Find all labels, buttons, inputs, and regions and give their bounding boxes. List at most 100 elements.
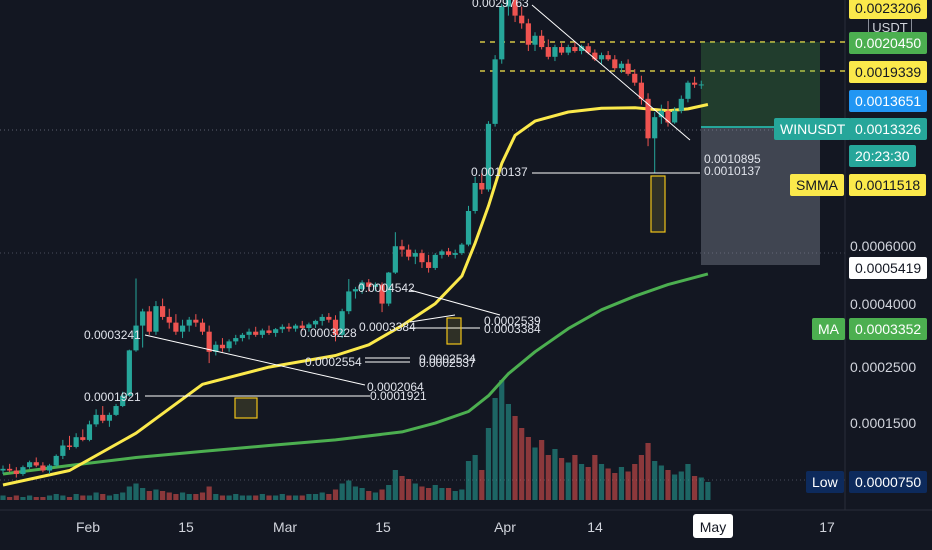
candle <box>492 59 498 124</box>
volume-bar <box>93 492 99 500</box>
price-axis-label: 20:23:30 <box>849 145 916 167</box>
annotation-label: 0.0003384 <box>484 322 541 336</box>
volume-bar <box>705 482 711 500</box>
volume-bar <box>66 497 73 500</box>
volume-bar <box>233 494 239 500</box>
volume-bar <box>266 495 272 500</box>
annotation-label: 0.0002554 <box>305 355 362 369</box>
annotation-label: 0.0003228 <box>300 326 357 340</box>
volume-bar <box>492 398 498 500</box>
candle <box>146 311 152 332</box>
volume-bar <box>133 483 139 500</box>
y-tick-label: 0.0001500 <box>850 415 917 431</box>
volume-bar <box>432 485 438 500</box>
candle <box>426 262 432 268</box>
volume-bar <box>279 494 285 500</box>
volume-bar <box>612 473 618 500</box>
volume-bar <box>106 495 112 500</box>
candle <box>625 63 631 74</box>
annotation-label: 0.0010895 <box>704 152 761 166</box>
candle <box>366 282 372 287</box>
annotation-label: 0.0002534 <box>419 352 476 366</box>
volume-bar <box>625 471 631 500</box>
candle <box>505 0 511 7</box>
candle <box>46 465 53 471</box>
candlesticks <box>0 0 704 478</box>
volume-bar <box>213 494 219 500</box>
volume-bar <box>479 470 485 500</box>
annotation-label: 0.0003384 <box>359 320 416 334</box>
volume-bar <box>459 489 465 500</box>
volume-bar <box>665 470 671 500</box>
candle <box>532 35 538 45</box>
candle <box>186 319 192 326</box>
volume-bar <box>539 440 545 500</box>
candle <box>439 251 445 255</box>
candle <box>299 325 305 328</box>
candle <box>166 316 172 323</box>
volume-bar <box>445 488 452 500</box>
candle <box>445 251 452 255</box>
volume-bar <box>352 486 359 500</box>
volume-bar <box>100 494 106 500</box>
volume-bar <box>439 488 445 500</box>
annotation-label: 0.0001921 <box>84 390 141 404</box>
candle <box>193 319 199 323</box>
volume-bar <box>652 461 658 500</box>
price-axis-label: SMMA <box>790 174 844 196</box>
position-zones <box>701 42 845 265</box>
candle <box>618 63 625 69</box>
volume-bar <box>166 492 172 500</box>
candle <box>525 23 531 45</box>
candle <box>266 330 272 333</box>
volume-bar <box>359 488 365 500</box>
candle <box>126 350 132 396</box>
x-tick-label: 15 <box>178 519 194 535</box>
x-axis: Feb 15 Mar 15 Apr 14 May 17 <box>76 514 835 538</box>
candle <box>392 246 398 273</box>
volume-bar <box>392 470 398 500</box>
candle <box>233 338 239 342</box>
volume-bar <box>565 462 571 500</box>
volume-bar <box>219 495 226 500</box>
volume-bar <box>592 455 598 500</box>
candle <box>93 414 99 425</box>
volume-bar <box>53 494 59 500</box>
candle <box>226 341 232 349</box>
x-tick-label: Mar <box>273 519 297 535</box>
volume-bar <box>27 495 33 500</box>
volume-bar <box>0 495 6 500</box>
volume-bar <box>452 491 458 500</box>
annotation-label: 0.0002064 <box>367 380 424 394</box>
candle <box>120 395 126 407</box>
price-axis-label: MA <box>812 318 845 340</box>
candle <box>359 282 365 290</box>
annotation-label: 0.0010137 <box>704 164 761 178</box>
volume-bar <box>618 467 625 500</box>
volume-bar <box>532 447 538 500</box>
y-tick-label: 0.0004000 <box>850 296 917 312</box>
candle <box>173 322 179 332</box>
candle <box>412 253 418 257</box>
candle <box>698 84 704 86</box>
price-axis-label: 0.0013651 <box>849 90 928 112</box>
volume-bar <box>80 495 86 500</box>
volume-bar <box>585 467 591 500</box>
candle <box>133 325 139 351</box>
candle <box>13 470 19 475</box>
candle <box>7 468 13 471</box>
candle <box>293 325 299 329</box>
volume-bar <box>299 495 305 500</box>
volume-bar <box>465 461 472 500</box>
candle <box>585 46 591 53</box>
volume-bar <box>638 455 644 500</box>
volume-bar <box>572 455 578 500</box>
volume-bar <box>372 492 378 500</box>
annotation-label: 0.0003241 <box>84 328 141 342</box>
grid <box>0 0 932 511</box>
volume-bar <box>598 464 605 500</box>
candle <box>652 117 658 139</box>
volume-bars <box>0 380 711 500</box>
candle <box>113 406 119 415</box>
